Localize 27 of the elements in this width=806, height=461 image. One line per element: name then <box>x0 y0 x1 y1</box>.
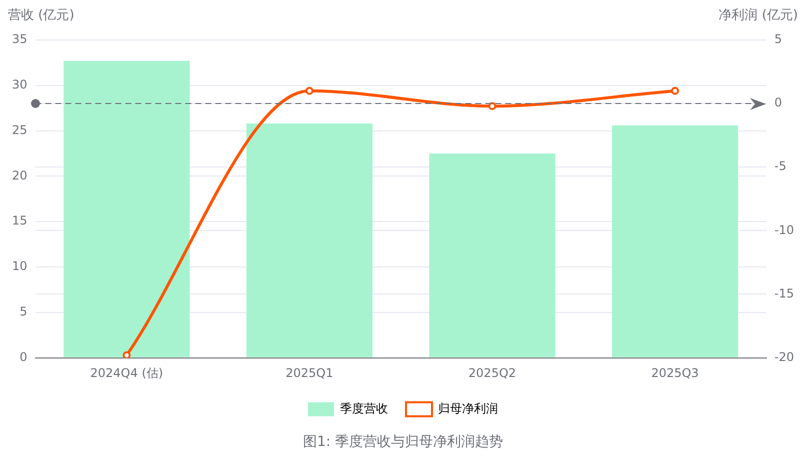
y-tick-label: 25 <box>12 122 28 137</box>
y-tick-label: 0 <box>20 350 28 364</box>
y-tick-label: 5 <box>20 304 28 319</box>
x-tick-label: 2025Q1 <box>286 366 334 380</box>
legend-label: 归母净利润 <box>438 401 498 416</box>
y2-tick-label: -5 <box>774 159 786 174</box>
y2-tick-label: 0 <box>774 96 782 110</box>
y-tick-label: 30 <box>12 78 28 92</box>
y2-axis-title: 净利润 (亿元) <box>718 8 798 23</box>
point <box>671 86 680 95</box>
text: 图1: 季度营收与归母净利润趋势 <box>302 434 504 450</box>
point <box>122 351 131 358</box>
y-axis-title: 营收 (亿元) <box>8 8 74 23</box>
y-tick-label: 20 <box>12 168 28 182</box>
x-tick-label: 2025Q3 <box>651 366 699 380</box>
y-tick-label: 35 <box>12 32 28 46</box>
point <box>488 102 496 110</box>
y2-tick-label: -20 <box>774 350 794 364</box>
y2-tick-label: -10 <box>774 222 794 237</box>
y-tick-label: 10 <box>12 259 28 274</box>
x-tick-label: 2024Q4 (估) <box>90 366 164 380</box>
y2-tick-label: -15 <box>774 286 794 300</box>
y-tick-label: 15 <box>12 214 28 228</box>
point <box>305 86 314 95</box>
y2-tick-label: 5 <box>774 32 782 46</box>
x-tick-label: 2025Q2 <box>468 366 516 380</box>
legend-label: 季度营收 <box>340 401 388 416</box>
